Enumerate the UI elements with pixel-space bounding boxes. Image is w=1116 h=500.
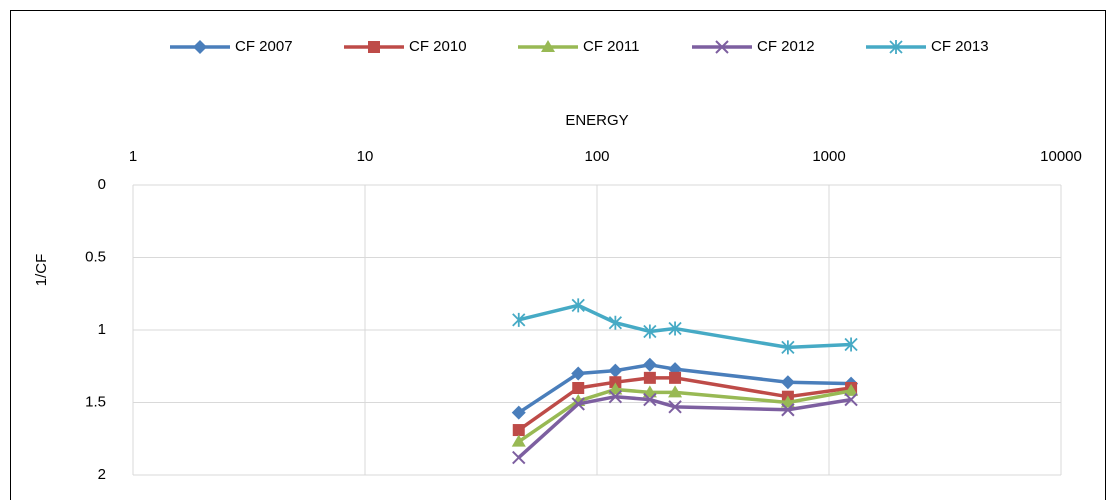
marker xyxy=(541,40,555,52)
marker xyxy=(572,382,585,394)
marker xyxy=(669,371,682,384)
legend-label: CF 2011 xyxy=(583,38,639,55)
legend-label: CF 2012 xyxy=(757,38,815,55)
marker xyxy=(780,395,795,408)
marker xyxy=(608,363,623,378)
y-tick-label: 0.5 xyxy=(85,248,106,265)
y-tick-label: 0 xyxy=(98,176,106,193)
legend-label: CF 2013 xyxy=(931,38,989,55)
marker xyxy=(780,375,795,390)
marker xyxy=(642,385,657,398)
marker xyxy=(668,385,683,398)
marker xyxy=(668,321,682,336)
y-tick-label: 2 xyxy=(98,466,106,483)
legend-label: CF 2010 xyxy=(409,38,467,55)
y-tick-label: 1 xyxy=(98,321,106,338)
marker xyxy=(643,392,657,407)
marker xyxy=(715,40,729,54)
marker xyxy=(608,315,623,330)
marker xyxy=(512,424,525,437)
marker xyxy=(781,340,795,355)
marker xyxy=(844,383,859,396)
marker xyxy=(511,434,526,447)
marker xyxy=(889,40,903,54)
marker xyxy=(571,366,586,381)
y-tick-label: 1.5 xyxy=(85,393,106,410)
marker xyxy=(368,41,380,53)
marker xyxy=(609,376,622,389)
marker xyxy=(844,392,858,407)
marker xyxy=(512,312,526,327)
marker xyxy=(511,405,526,420)
y-axis-title: 1/CF xyxy=(33,254,50,287)
legend-label: CF 2007 xyxy=(235,38,293,55)
x-axis-title: ENERGY xyxy=(565,112,628,129)
chart-frame xyxy=(10,10,1106,500)
marker xyxy=(781,403,795,417)
marker xyxy=(608,389,623,404)
x-tick-label: 1000 xyxy=(812,148,845,165)
marker xyxy=(608,382,623,395)
marker xyxy=(844,337,858,352)
x-tick-label: 10 xyxy=(357,148,374,165)
x-tick-label: 1 xyxy=(129,148,137,165)
x-tick-label: 100 xyxy=(584,148,609,165)
marker xyxy=(643,371,656,384)
marker xyxy=(571,397,585,411)
marker xyxy=(571,298,585,313)
marker xyxy=(193,40,207,54)
marker xyxy=(642,357,657,372)
marker xyxy=(643,324,657,339)
marker xyxy=(512,450,526,465)
marker xyxy=(668,400,682,414)
x-tick-label: 10000 xyxy=(1040,148,1082,165)
